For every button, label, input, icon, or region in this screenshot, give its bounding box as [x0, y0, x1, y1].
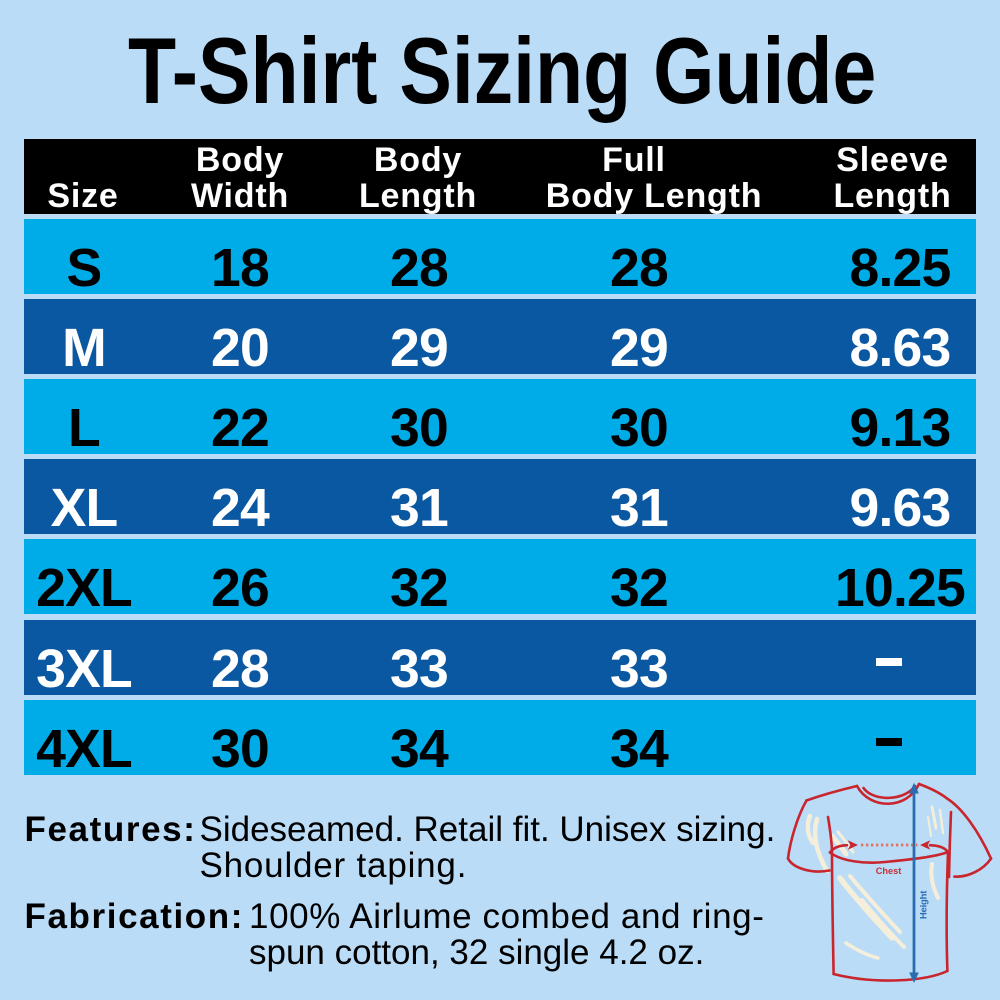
- svg-text:Height: Height: [919, 890, 930, 919]
- svg-text:Chest: Chest: [876, 866, 902, 876]
